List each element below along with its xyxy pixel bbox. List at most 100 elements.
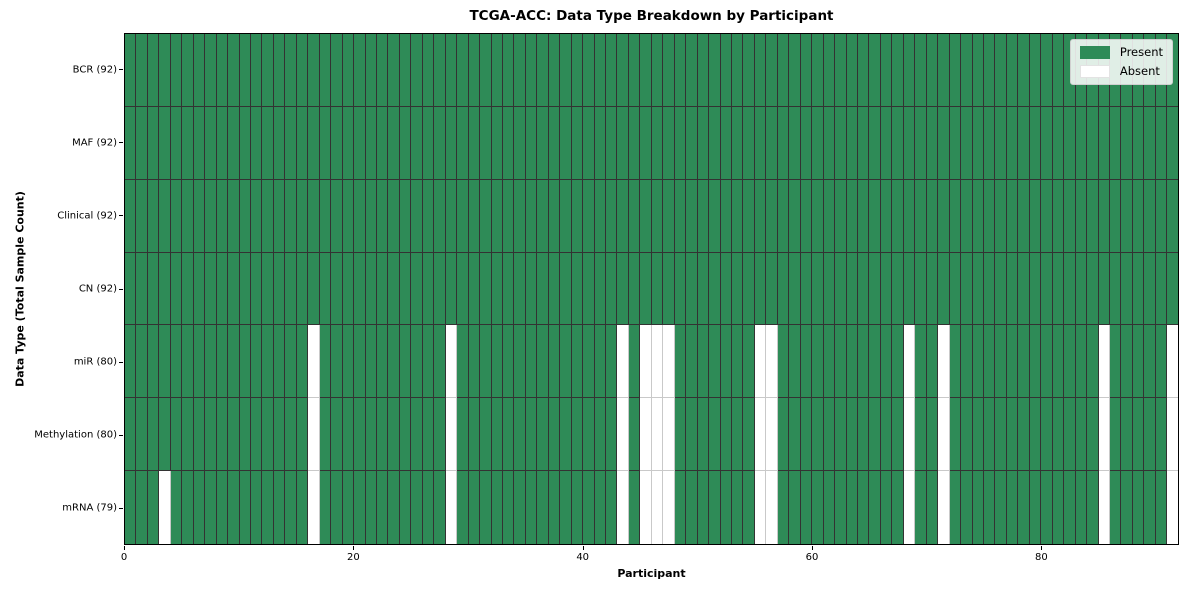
present-cell bbox=[754, 179, 767, 253]
present-cell bbox=[399, 471, 412, 545]
present-cell bbox=[709, 398, 721, 472]
present-cell bbox=[800, 106, 813, 180]
legend-label: Present bbox=[1119, 44, 1163, 59]
present-cell bbox=[835, 34, 847, 107]
present-cell bbox=[812, 179, 824, 253]
present-cell bbox=[594, 252, 607, 326]
present-cell bbox=[606, 325, 618, 399]
present-cell bbox=[331, 471, 343, 545]
present-cell bbox=[468, 179, 481, 253]
present-cell bbox=[388, 398, 400, 472]
present-cell bbox=[617, 179, 629, 253]
present-cell bbox=[159, 325, 171, 399]
absent-cell bbox=[445, 398, 458, 472]
present-cell bbox=[606, 398, 618, 472]
present-cell bbox=[1132, 398, 1145, 472]
present-cell bbox=[1155, 179, 1168, 253]
present-cell bbox=[1029, 325, 1042, 399]
present-cell bbox=[949, 179, 962, 253]
y-tick-label: MAF (92) bbox=[72, 137, 117, 149]
present-cell bbox=[422, 398, 435, 472]
present-cell bbox=[1098, 179, 1110, 253]
present-cell bbox=[812, 252, 824, 326]
present-cell bbox=[995, 252, 1007, 326]
present-cell bbox=[365, 252, 377, 326]
absent-cell bbox=[308, 398, 320, 472]
present-cell bbox=[273, 325, 286, 399]
present-cell bbox=[983, 34, 996, 107]
present-cell bbox=[1041, 106, 1053, 180]
present-cell bbox=[858, 179, 870, 253]
present-cell bbox=[422, 471, 435, 545]
present-cell bbox=[125, 106, 137, 180]
present-cell bbox=[617, 252, 629, 326]
present-cell bbox=[182, 34, 194, 107]
x-tick-mark bbox=[1041, 546, 1043, 550]
present-cell bbox=[880, 471, 893, 545]
absent-cell bbox=[903, 325, 916, 399]
present-cell bbox=[961, 252, 973, 326]
present-cell bbox=[273, 34, 286, 107]
present-cell bbox=[1121, 179, 1133, 253]
present-cell bbox=[170, 325, 183, 399]
present-cell bbox=[674, 34, 687, 107]
present-cell bbox=[376, 179, 389, 253]
present-cell bbox=[1041, 252, 1053, 326]
present-cell bbox=[1121, 106, 1133, 180]
present-cell bbox=[571, 471, 584, 545]
present-cell bbox=[880, 34, 893, 107]
present-cell bbox=[331, 325, 343, 399]
present-cell bbox=[1109, 398, 1122, 472]
present-cell bbox=[938, 252, 950, 326]
present-cell bbox=[548, 398, 561, 472]
present-cell bbox=[823, 106, 836, 180]
present-cell bbox=[1155, 106, 1168, 180]
absent-cell bbox=[617, 325, 629, 399]
present-cell bbox=[468, 252, 481, 326]
present-cell bbox=[136, 325, 148, 399]
present-cell bbox=[308, 34, 320, 107]
present-cell bbox=[468, 106, 481, 180]
present-cell bbox=[583, 252, 595, 326]
present-cell bbox=[147, 106, 160, 180]
present-cell bbox=[560, 398, 572, 472]
present-cell bbox=[319, 471, 332, 545]
present-cell bbox=[411, 252, 423, 326]
present-cell bbox=[342, 398, 355, 472]
present-cell bbox=[709, 252, 721, 326]
present-cell bbox=[743, 252, 755, 326]
heatmap-row bbox=[125, 106, 1178, 180]
present-cell bbox=[743, 398, 755, 472]
present-cell bbox=[480, 398, 492, 472]
present-cell bbox=[182, 398, 194, 472]
present-cell bbox=[1075, 398, 1088, 472]
y-tick-mark bbox=[119, 142, 123, 144]
present-cell bbox=[422, 325, 435, 399]
present-cell bbox=[1132, 179, 1145, 253]
present-cell bbox=[193, 252, 206, 326]
present-cell bbox=[125, 179, 137, 253]
present-cell bbox=[1132, 106, 1145, 180]
present-cell bbox=[502, 34, 515, 107]
present-cell bbox=[514, 398, 526, 472]
present-cell bbox=[537, 179, 549, 253]
present-cell bbox=[537, 34, 549, 107]
present-cell bbox=[491, 325, 503, 399]
present-cell bbox=[1052, 179, 1065, 253]
present-cell bbox=[697, 471, 710, 545]
present-cell bbox=[250, 106, 263, 180]
absent-cell bbox=[1098, 325, 1110, 399]
present-cell bbox=[880, 106, 893, 180]
present-cell bbox=[709, 325, 721, 399]
present-cell bbox=[525, 398, 538, 472]
present-cell bbox=[972, 471, 984, 545]
present-cell bbox=[823, 471, 836, 545]
present-cell bbox=[823, 252, 836, 326]
absent-cell bbox=[1167, 325, 1178, 399]
present-cell bbox=[125, 325, 137, 399]
present-cell bbox=[1144, 398, 1156, 472]
present-cell bbox=[823, 34, 836, 107]
present-cell bbox=[273, 252, 286, 326]
present-cell bbox=[560, 34, 572, 107]
present-cell bbox=[422, 252, 435, 326]
